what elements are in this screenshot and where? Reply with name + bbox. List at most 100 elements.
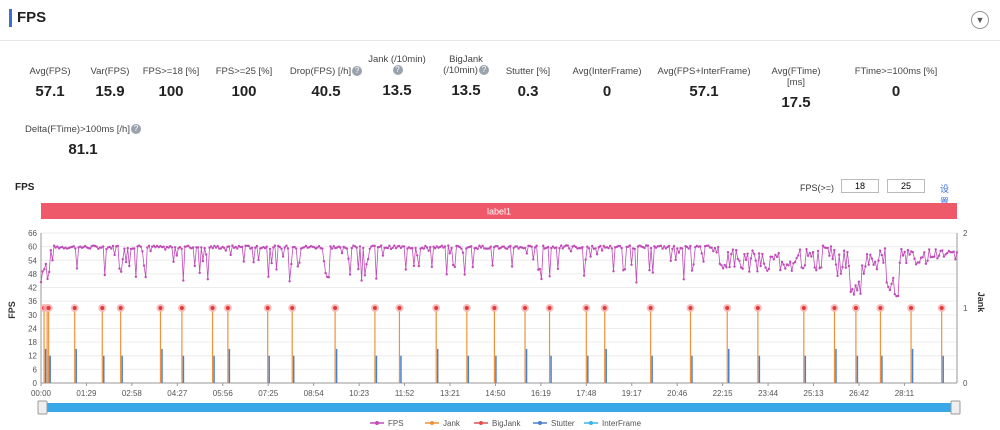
fps-point: [941, 249, 944, 252]
fps-point: [573, 244, 576, 247]
jank-marker[interactable]: [853, 306, 858, 310]
metric-label-text: Delta(FTime)>100ms [/h]: [25, 124, 130, 135]
jank-marker[interactable]: [46, 306, 51, 310]
fps-point: [900, 247, 903, 251]
fps-point: [154, 246, 157, 249]
fps-point: [476, 247, 479, 251]
fps-point: [766, 269, 769, 272]
fps-point: [846, 251, 849, 254]
jank-marker[interactable]: [372, 306, 377, 310]
jank-marker[interactable]: [688, 306, 693, 310]
jank-marker[interactable]: [523, 306, 528, 310]
jank-marker[interactable]: [878, 306, 883, 310]
fps-point: [865, 253, 869, 256]
fps-point: [748, 270, 751, 273]
zoom-slider-track[interactable]: [41, 403, 957, 412]
zoom-handle-left[interactable]: [37, 400, 48, 415]
fps-point: [141, 250, 144, 253]
jank-marker[interactable]: [939, 306, 944, 310]
jank-marker[interactable]: [492, 306, 497, 310]
fps-point: [509, 244, 512, 248]
fps-point: [586, 245, 589, 248]
metric-1: Var(FPS) 15.9: [80, 66, 140, 100]
jank-marker[interactable]: [225, 306, 230, 310]
help-icon[interactable]: ?: [392, 65, 403, 76]
help-icon[interactable]: ?: [352, 66, 363, 77]
fps-point: [84, 244, 87, 248]
fps-point: [775, 255, 779, 259]
fps-point: [810, 255, 813, 258]
fps-point: [321, 247, 324, 250]
fps-point: [164, 248, 167, 251]
metric-value: 15.9: [95, 83, 125, 100]
fps-point: [265, 245, 268, 248]
help-icon[interactable]: ?: [130, 124, 141, 135]
fps-point: [491, 264, 494, 267]
fps-point: [350, 246, 353, 250]
fps-point: [355, 246, 358, 249]
jank-marker[interactable]: [100, 306, 105, 310]
fps-threshold-25-input[interactable]: [887, 179, 925, 193]
chevron-down-icon[interactable]: ▼: [971, 11, 989, 29]
fps-point: [643, 246, 646, 250]
fps-point: [582, 274, 586, 277]
jank-marker[interactable]: [434, 306, 439, 310]
zoom-handle-right[interactable]: [950, 400, 961, 415]
jank-marker[interactable]: [584, 306, 589, 310]
fps-point: [862, 272, 865, 275]
metric-value: 13.5: [382, 82, 412, 99]
jank-marker[interactable]: [179, 306, 184, 310]
jank-marker[interactable]: [397, 306, 402, 310]
fps-point: [824, 246, 828, 250]
fps-point: [767, 267, 771, 271]
metric-label: Drop(FPS) [/h]?: [280, 66, 372, 77]
metric-label: Avg(InterFrame): [566, 66, 648, 77]
jank-marker[interactable]: [118, 306, 123, 310]
fps-point: [296, 265, 299, 268]
jank-marker[interactable]: [290, 306, 295, 310]
jank-marker[interactable]: [801, 306, 806, 310]
jank-marker[interactable]: [464, 306, 469, 310]
jank-marker[interactable]: [158, 306, 163, 310]
jank-marker[interactable]: [909, 306, 914, 310]
fps-point: [124, 260, 128, 264]
fps-point: [471, 265, 474, 269]
fps-point: [358, 245, 362, 248]
fps-point: [231, 244, 234, 247]
jank-marker[interactable]: [72, 306, 77, 310]
jank-marker[interactable]: [547, 306, 552, 310]
jank-marker[interactable]: [333, 306, 338, 310]
jank-marker[interactable]: [755, 306, 760, 310]
fps-point: [829, 245, 833, 248]
fps-point: [612, 270, 615, 273]
jank-marker[interactable]: [602, 306, 607, 310]
fps-point: [746, 252, 749, 255]
fps-point: [911, 251, 914, 254]
fps-point: [155, 244, 159, 248]
fps-point: [671, 247, 674, 251]
jank-marker[interactable]: [832, 306, 837, 310]
fps-point: [784, 267, 787, 270]
fps-point: [826, 246, 829, 250]
fps-point: [72, 245, 75, 248]
fps-threshold-18-input[interactable]: [841, 179, 879, 193]
jank-marker[interactable]: [265, 306, 270, 310]
legend-dot: [479, 421, 483, 425]
fps-point: [600, 249, 604, 252]
help-icon[interactable]: ?: [478, 65, 489, 76]
metric-9: Avg(FPS+InterFrame) 57.1: [652, 66, 756, 100]
fps-point: [448, 252, 452, 255]
x-tick-label: 04:27: [167, 389, 188, 398]
jank-marker[interactable]: [648, 306, 653, 310]
fps-point: [360, 279, 363, 282]
fps-point: [362, 246, 365, 250]
jank-marker[interactable]: [210, 306, 215, 310]
jank-marker[interactable]: [725, 306, 730, 310]
fps-point: [757, 252, 761, 255]
fps-point: [538, 267, 542, 271]
chart-settings-link[interactable]: 设置: [940, 184, 950, 207]
fps-point: [689, 244, 692, 248]
fps-point: [48, 270, 51, 274]
fps-point: [936, 257, 939, 260]
